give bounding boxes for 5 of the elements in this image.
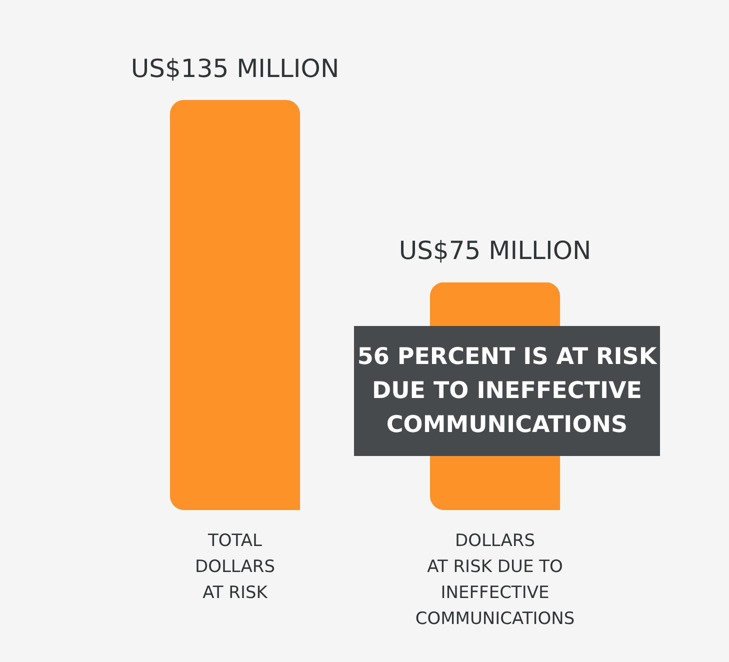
- data-label: US$135 MILLION: [130, 54, 340, 83]
- x-tick-label: TOTAL DOLLARS AT RISK: [194, 531, 276, 603]
- x-tick-label: DOLLARS AT RISK DUE TO INEFFECTIVE COMMUNICATIONS: [415, 531, 575, 629]
- annotation: 56 PERCENT IS AT RISK DUE TO INEFFECTIVE COMMUNICATIONS: [357, 344, 658, 438]
- data-label: US$75 MILLION: [398, 236, 592, 266]
